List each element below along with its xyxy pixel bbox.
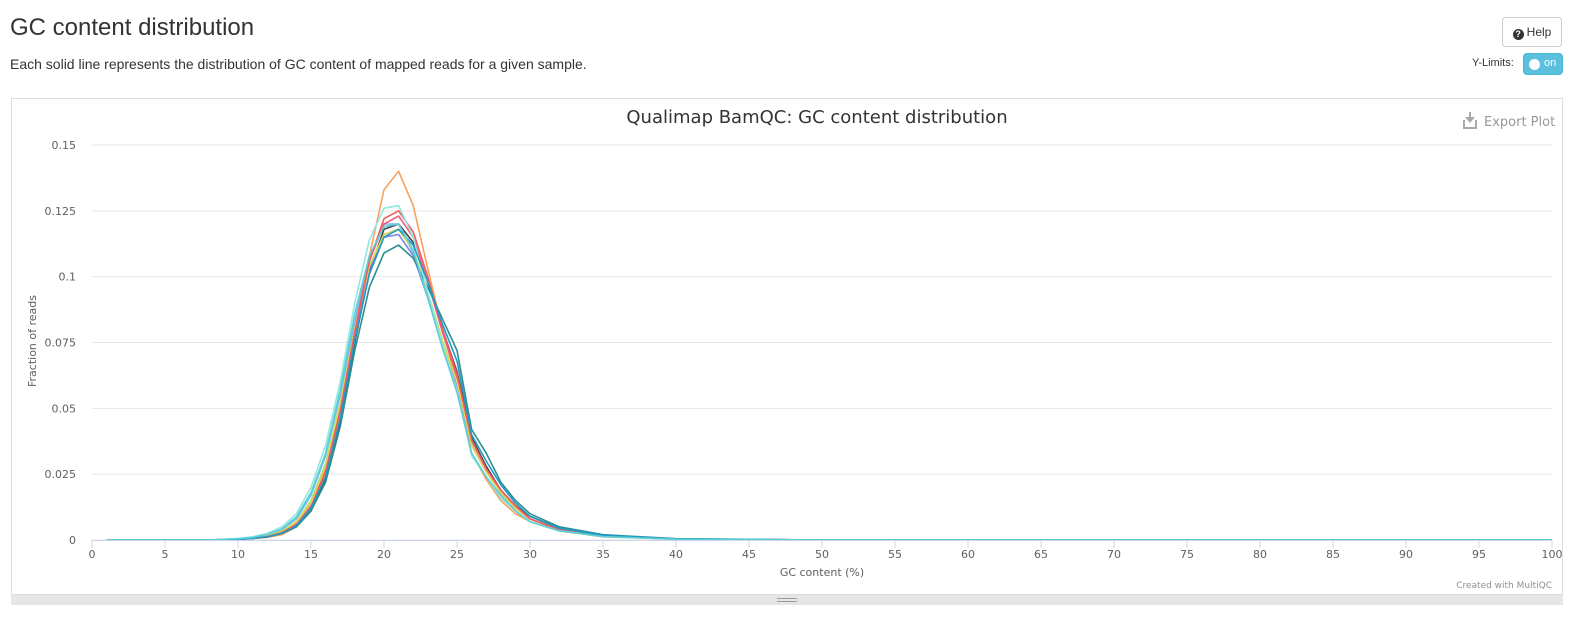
x-tick-label: 25 [450, 548, 464, 561]
plot-container: 0 0.025 0.05 0.075 0.1 0.125 0.15 0 5 10 15 20 25 30 3… [11, 98, 1563, 605]
y-tick-label: 0.05 [52, 402, 77, 415]
series-line[interactable] [106, 204, 1552, 541]
x-tick-label: 60 [961, 548, 975, 561]
x-axis-label: GC content (%) [780, 566, 864, 579]
x-tick-label: 75 [1180, 548, 1194, 561]
x-tick-label: 30 [523, 548, 537, 561]
toggle-label: on [1544, 57, 1557, 69]
toggle-knob [1529, 59, 1540, 70]
x-tick-label: 70 [1107, 548, 1121, 561]
gc-content-chart: 0 0.025 0.05 0.075 0.1 0.125 0.15 0 5 10 15 20 25 30 3… [26, 107, 1563, 591]
y-tick-label: 0 [69, 534, 76, 547]
x-tick-label: 80 [1253, 548, 1267, 561]
x-tick-label: 10 [231, 548, 245, 561]
export-plot-button[interactable]: Export Plot [1463, 112, 1555, 130]
page-title: GC content distribution [10, 14, 255, 41]
export-plot-label: Export Plot [1484, 115, 1555, 130]
series-line[interactable] [106, 215, 1552, 541]
series-line[interactable] [106, 228, 1552, 541]
axes: 0 0.025 0.05 0.075 0.1 0.125 0.15 0 5 10 15 20 25 30 3… [45, 139, 1563, 561]
series-lines [106, 170, 1552, 541]
series-line[interactable] [106, 210, 1552, 541]
section-description: Each solid line represents the distribut… [10, 56, 587, 72]
series-line[interactable] [106, 228, 1552, 541]
series-line[interactable] [106, 244, 1552, 541]
ylimits-toggle[interactable]: on [1523, 53, 1563, 75]
plot-resize-handle[interactable] [11, 594, 1563, 605]
x-tick-label: 85 [1326, 548, 1340, 561]
x-tick-label: 90 [1399, 548, 1413, 561]
help-button[interactable]: ? Help [1502, 17, 1562, 47]
help-label: Help [1526, 25, 1552, 39]
ylimits-label: Y-Limits: [1472, 57, 1514, 69]
created-with-credit: Created with MultiQC [1456, 581, 1552, 591]
x-tick-label: 5 [162, 548, 169, 561]
resize-grip-icon [777, 598, 797, 602]
y-tick-label: 0.15 [52, 139, 77, 152]
y-tick-label: 0.125 [45, 205, 77, 218]
x-tick-label: 50 [815, 548, 829, 561]
series-line[interactable] [106, 223, 1552, 541]
x-tick-label: 45 [742, 548, 756, 561]
chart-title: Qualimap BamQC: GC content distribution [626, 107, 1007, 128]
x-tick-label: 95 [1472, 548, 1486, 561]
download-icon [1463, 112, 1477, 129]
series-line[interactable] [106, 223, 1552, 541]
y-tick-label: 0.075 [45, 337, 77, 350]
x-tick-label: 35 [596, 548, 610, 561]
y-axis-label: Fraction of reads [26, 295, 39, 387]
x-tick-label: 15 [304, 548, 318, 561]
question-circle-icon: ? [1512, 29, 1524, 40]
y-tick-label: 0.1 [59, 271, 77, 284]
y-tick-label: 0.025 [45, 468, 77, 481]
x-tick-label: 20 [377, 548, 391, 561]
series-line[interactable] [106, 223, 1552, 541]
series-line[interactable] [106, 228, 1552, 541]
x-tick-label: 100 [1542, 548, 1563, 561]
grid-lines [92, 144, 1552, 541]
series-line[interactable] [106, 233, 1552, 541]
x-tick-label: 40 [669, 548, 683, 561]
x-tick-label: 55 [888, 548, 902, 561]
x-tick-label: 65 [1034, 548, 1048, 561]
x-tick-label: 0 [89, 548, 96, 561]
